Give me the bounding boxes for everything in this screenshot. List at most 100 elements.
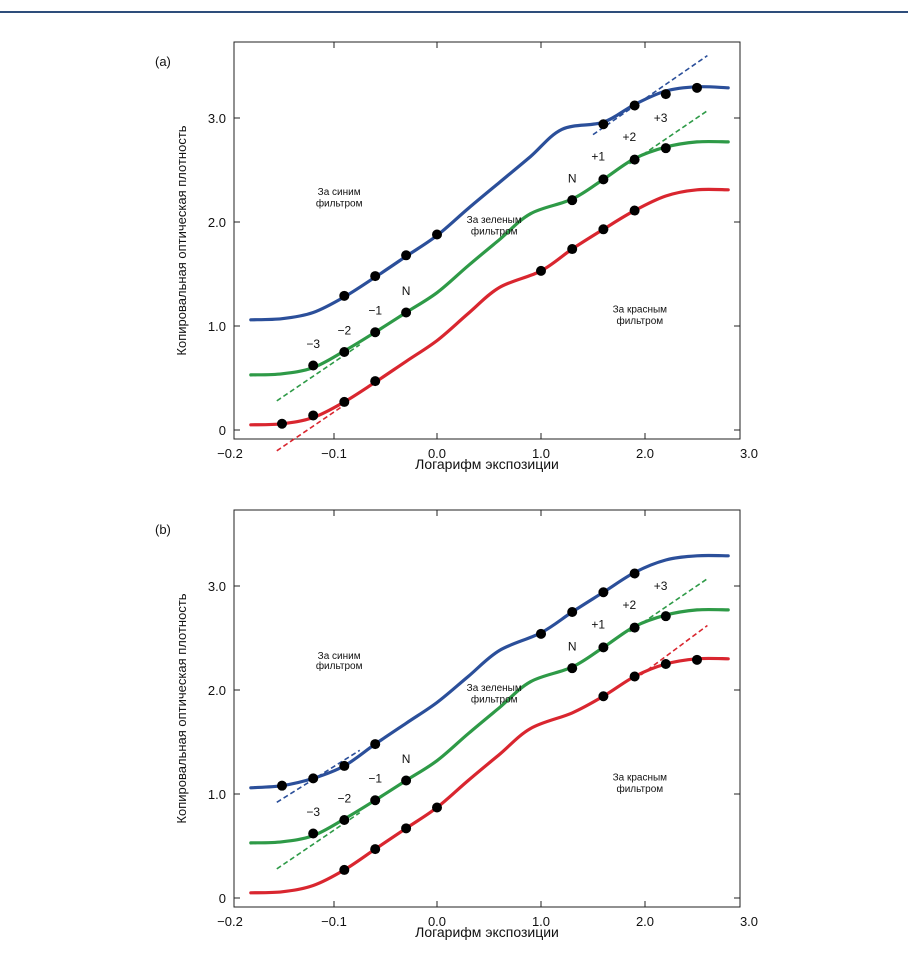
series-0-data-point [536, 628, 546, 639]
annotation-label: За красным [613, 772, 668, 783]
annotation-label: −1 [368, 304, 382, 318]
series-2-data-point [598, 691, 609, 702]
series-1-data-point [370, 327, 381, 338]
series-0-data-point [277, 780, 287, 791]
annotation-label: За зеленым [467, 215, 522, 226]
series-0-data-point [339, 760, 350, 771]
series-1-data-point [370, 795, 381, 806]
annotation-label: +3 [654, 111, 668, 125]
panel-label: (b) [155, 522, 171, 537]
series-0-data-point [339, 290, 350, 301]
series-2-data-point [567, 244, 578, 255]
x-tick-label: −0.2 [217, 446, 243, 461]
series-0-dashed-tangent [592, 54, 708, 136]
series-0-data-point [598, 587, 609, 598]
y-tick-label: 1.0 [208, 319, 226, 334]
series-1-data-point [339, 347, 350, 357]
annotation-label: −2 [337, 323, 351, 337]
series-0-data-point [308, 773, 319, 784]
series-1-curve [249, 607, 730, 845]
x-tick-label: −0.1 [321, 914, 347, 929]
series-2-data-point [277, 418, 287, 429]
series-2-curve [249, 656, 730, 895]
annotation-label: фильтром [316, 660, 363, 672]
series-0-data-point [598, 119, 609, 130]
series-1-data-point [401, 775, 412, 786]
y-tick-label: 2.0 [208, 215, 226, 230]
series-1-curve [249, 139, 730, 377]
x-tick-label: 1.0 [532, 446, 550, 461]
series-2-data-point [598, 224, 609, 235]
y-tick-label: 3.0 [208, 579, 226, 594]
series-1-data-point [598, 174, 609, 185]
series-2-data-point [370, 844, 381, 855]
annotation-label: +1 [591, 618, 605, 632]
series-0-data-point [660, 89, 671, 100]
y-tick-label: 1.0 [208, 787, 226, 802]
annotation-label: За синим [318, 187, 361, 198]
annotation-label: За зеленым [467, 683, 522, 694]
plot-frame [233, 41, 741, 440]
x-axis-label: Логарифм экспозиции [415, 456, 559, 472]
series-0-curve [249, 553, 730, 790]
series-0-data-point [370, 271, 381, 282]
x-tick-label: 0.0 [428, 446, 446, 461]
chart-panel-b: (b) 0 1.0 2.0 3.0 −0.2 −0.1 0.0 1.0 2.0 3.0 Логариф… [155, 509, 758, 940]
x-tick-label: 3.0 [740, 446, 758, 461]
chart-panel-a: (a) 0 1.0 2.0 3.0 −0.2 −0.1 0.0 1.0 2.0 3.0 Логариф… [155, 41, 758, 472]
annotation-label: За красным [613, 304, 668, 315]
x-tick-label: 3.0 [740, 914, 758, 929]
x-axis-label: Логарифм экспозиции [415, 924, 559, 940]
series-0-data-point [629, 100, 640, 111]
series-2-data-point [692, 654, 702, 665]
series-2-dashed-tangent [276, 404, 345, 452]
x-tick-label: 2.0 [636, 914, 654, 929]
y-tick-label: 2.0 [208, 683, 226, 698]
series-2-dashed-tangent [634, 624, 708, 681]
series-2-data-point [660, 659, 671, 669]
y-tick-label: 3.0 [208, 111, 226, 126]
annotation-label: фильтром [471, 693, 518, 705]
annotation-label: N [568, 639, 577, 653]
annotation-label: +2 [623, 130, 637, 144]
annotation-label: фильтром [471, 225, 518, 237]
annotation-label: фильтром [616, 315, 663, 327]
series-0-data-point [692, 82, 702, 93]
series-2-data-point [370, 376, 381, 387]
series-2-data-point [339, 864, 350, 875]
series-1-data-point [339, 815, 350, 825]
annotation-label: −1 [368, 772, 382, 786]
series-1-data-point [401, 307, 412, 318]
series-1-data-point [308, 360, 319, 371]
annotation-label: −2 [337, 791, 351, 805]
series-0-data-point [432, 229, 442, 240]
series-2-data-point [629, 671, 640, 682]
x-tick-label: −0.2 [217, 914, 243, 929]
annotation-label: N [568, 171, 577, 185]
series-1-data-point [598, 642, 609, 653]
annotation-label: −3 [306, 337, 320, 351]
series-1-data-point [567, 663, 578, 674]
annotation-label: N [402, 284, 411, 298]
y-tick-label: 0 [219, 891, 226, 906]
series-2-curve [249, 187, 730, 427]
annotation-label: −3 [306, 805, 320, 819]
series-1-data-point [660, 143, 671, 154]
plot-frame [233, 509, 741, 908]
x-tick-label: 1.0 [532, 914, 550, 929]
y-tick-label: 0 [219, 423, 226, 438]
series-2-data-point [629, 205, 640, 216]
series-0-data-point [370, 739, 381, 750]
series-2-data-point [536, 265, 546, 276]
x-tick-label: 2.0 [636, 446, 654, 461]
annotation-label: +2 [623, 598, 637, 612]
series-1-data-point [629, 622, 640, 633]
annotation-label: +1 [591, 150, 605, 164]
series-2-data-point [339, 396, 350, 407]
annotation-label: +3 [654, 579, 668, 593]
series-0-data-point [629, 568, 640, 579]
series-0-curve [249, 85, 730, 322]
series-2-data-point [308, 410, 319, 421]
y-axis-label: Копировальная оптическая плотность [174, 593, 189, 823]
